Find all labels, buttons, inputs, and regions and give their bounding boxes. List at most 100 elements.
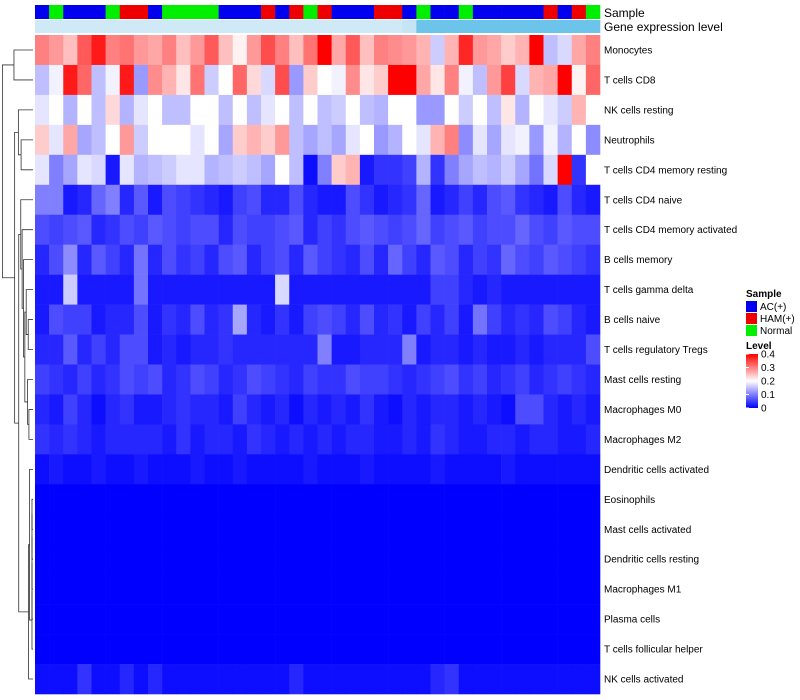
heatmap-cell bbox=[543, 514, 558, 545]
heatmap-cell bbox=[585, 634, 601, 665]
heatmap-cell bbox=[204, 94, 219, 126]
heatmap-cell bbox=[35, 244, 50, 275]
heatmap-cell bbox=[35, 664, 50, 695]
heatmap-cell bbox=[232, 364, 248, 395]
heatmap-cell bbox=[416, 664, 431, 695]
row-label: NK cells resting bbox=[604, 105, 673, 116]
heatmap-cell bbox=[119, 544, 135, 575]
expression-annotation-cell bbox=[571, 20, 587, 33]
heatmap-cell bbox=[246, 274, 262, 305]
heatmap-cell bbox=[359, 364, 375, 395]
heatmap-cell bbox=[557, 214, 573, 245]
heatmap-cell bbox=[571, 514, 587, 545]
heatmap-cell bbox=[515, 64, 530, 96]
heatmap-cell bbox=[359, 634, 375, 665]
heatmap-cell bbox=[402, 214, 417, 245]
heatmap-cell bbox=[232, 484, 248, 515]
heatmap-cell bbox=[162, 184, 177, 216]
heatmap-cell bbox=[444, 35, 460, 66]
expression-annotation-cell bbox=[303, 20, 318, 33]
heatmap-cell bbox=[444, 64, 460, 96]
heatmap-cell bbox=[261, 604, 276, 635]
heatmap-cell bbox=[458, 424, 474, 455]
heatmap-cell bbox=[557, 94, 573, 126]
sample-annotation-cell bbox=[317, 5, 332, 19]
heatmap-cell bbox=[232, 394, 248, 425]
sample-annotation-cell bbox=[515, 5, 530, 19]
heatmap-cell bbox=[345, 634, 361, 665]
heatmap-cell bbox=[176, 634, 191, 665]
heatmap-cell bbox=[35, 394, 50, 425]
heatmap-cell bbox=[557, 484, 573, 515]
heatmap-cell bbox=[501, 184, 516, 216]
heatmap-cell bbox=[331, 514, 347, 545]
heatmap-cell bbox=[374, 244, 389, 275]
heatmap-cell bbox=[430, 634, 445, 665]
heatmap-cell bbox=[218, 334, 234, 365]
expression-annotation-cell bbox=[133, 20, 149, 33]
heatmap-cell bbox=[232, 184, 248, 216]
heatmap-cell bbox=[63, 394, 78, 425]
heatmap-cell bbox=[571, 244, 587, 275]
dendrogram-branch bbox=[2, 64, 15, 279]
heatmap-cell bbox=[444, 214, 460, 245]
heatmap-cell bbox=[289, 424, 304, 455]
heatmap-cell bbox=[91, 94, 106, 126]
sample-annotation-cell bbox=[133, 5, 149, 19]
heatmap-cell bbox=[303, 604, 318, 635]
heatmap-cell bbox=[289, 514, 304, 545]
heatmap-cell bbox=[162, 244, 177, 275]
heatmap-cell bbox=[472, 394, 488, 425]
heatmap-cell bbox=[345, 154, 361, 186]
heatmap-cell bbox=[416, 94, 431, 126]
heatmap-cell bbox=[571, 334, 587, 365]
heatmap-cell bbox=[49, 154, 64, 186]
heatmap-cell bbox=[246, 35, 262, 66]
heatmap-cell bbox=[529, 544, 544, 575]
heatmap-cell bbox=[345, 514, 361, 545]
heatmap-cell bbox=[246, 634, 262, 665]
heatmap-cell bbox=[557, 424, 573, 455]
heatmap-cell bbox=[63, 454, 78, 485]
heatmap-cell bbox=[303, 664, 318, 695]
expression-annotation-cell bbox=[261, 20, 276, 33]
heatmap-cell bbox=[190, 454, 205, 485]
heatmap-cell bbox=[458, 364, 474, 395]
heatmap-cell bbox=[303, 124, 318, 156]
heatmap-cell bbox=[416, 454, 431, 485]
heatmap-cell bbox=[218, 154, 234, 186]
heatmap-cell bbox=[133, 514, 149, 545]
heatmap-cell bbox=[63, 274, 78, 305]
row-label: T cells CD4 memory resting bbox=[604, 165, 727, 176]
heatmap-cell bbox=[529, 634, 544, 665]
row-label: B cells naive bbox=[604, 315, 661, 326]
heatmap-cell bbox=[35, 424, 50, 455]
heatmap-cell bbox=[148, 394, 163, 425]
heatmap-cell bbox=[458, 484, 474, 515]
heatmap-cell bbox=[529, 304, 544, 335]
heatmap-cell bbox=[148, 184, 163, 216]
heatmap-cell bbox=[35, 514, 50, 545]
heatmap-cell bbox=[176, 364, 191, 395]
heatmap-cell bbox=[472, 154, 488, 186]
heatmap-cell bbox=[303, 94, 318, 126]
heatmap-cell bbox=[261, 664, 276, 695]
heatmap-cell bbox=[345, 124, 361, 156]
heatmap-cell bbox=[331, 244, 347, 275]
heatmap-cell bbox=[218, 64, 234, 96]
heatmap-cell bbox=[63, 154, 78, 186]
heatmap-cell bbox=[317, 154, 332, 186]
heatmap-cell bbox=[35, 484, 50, 515]
heatmap-cell bbox=[218, 304, 234, 335]
legend-swatch bbox=[746, 301, 757, 312]
heatmap-cell bbox=[190, 35, 205, 66]
heatmap-cell bbox=[331, 544, 347, 575]
heatmap-cell bbox=[416, 154, 431, 186]
heatmap-cell bbox=[543, 94, 558, 126]
heatmap-cell bbox=[501, 94, 516, 126]
heatmap-cell bbox=[35, 64, 50, 96]
heatmap-cell bbox=[176, 94, 191, 126]
heatmap-cell bbox=[529, 244, 544, 275]
heatmap-cell bbox=[190, 304, 205, 335]
heatmap-cell bbox=[204, 514, 219, 545]
